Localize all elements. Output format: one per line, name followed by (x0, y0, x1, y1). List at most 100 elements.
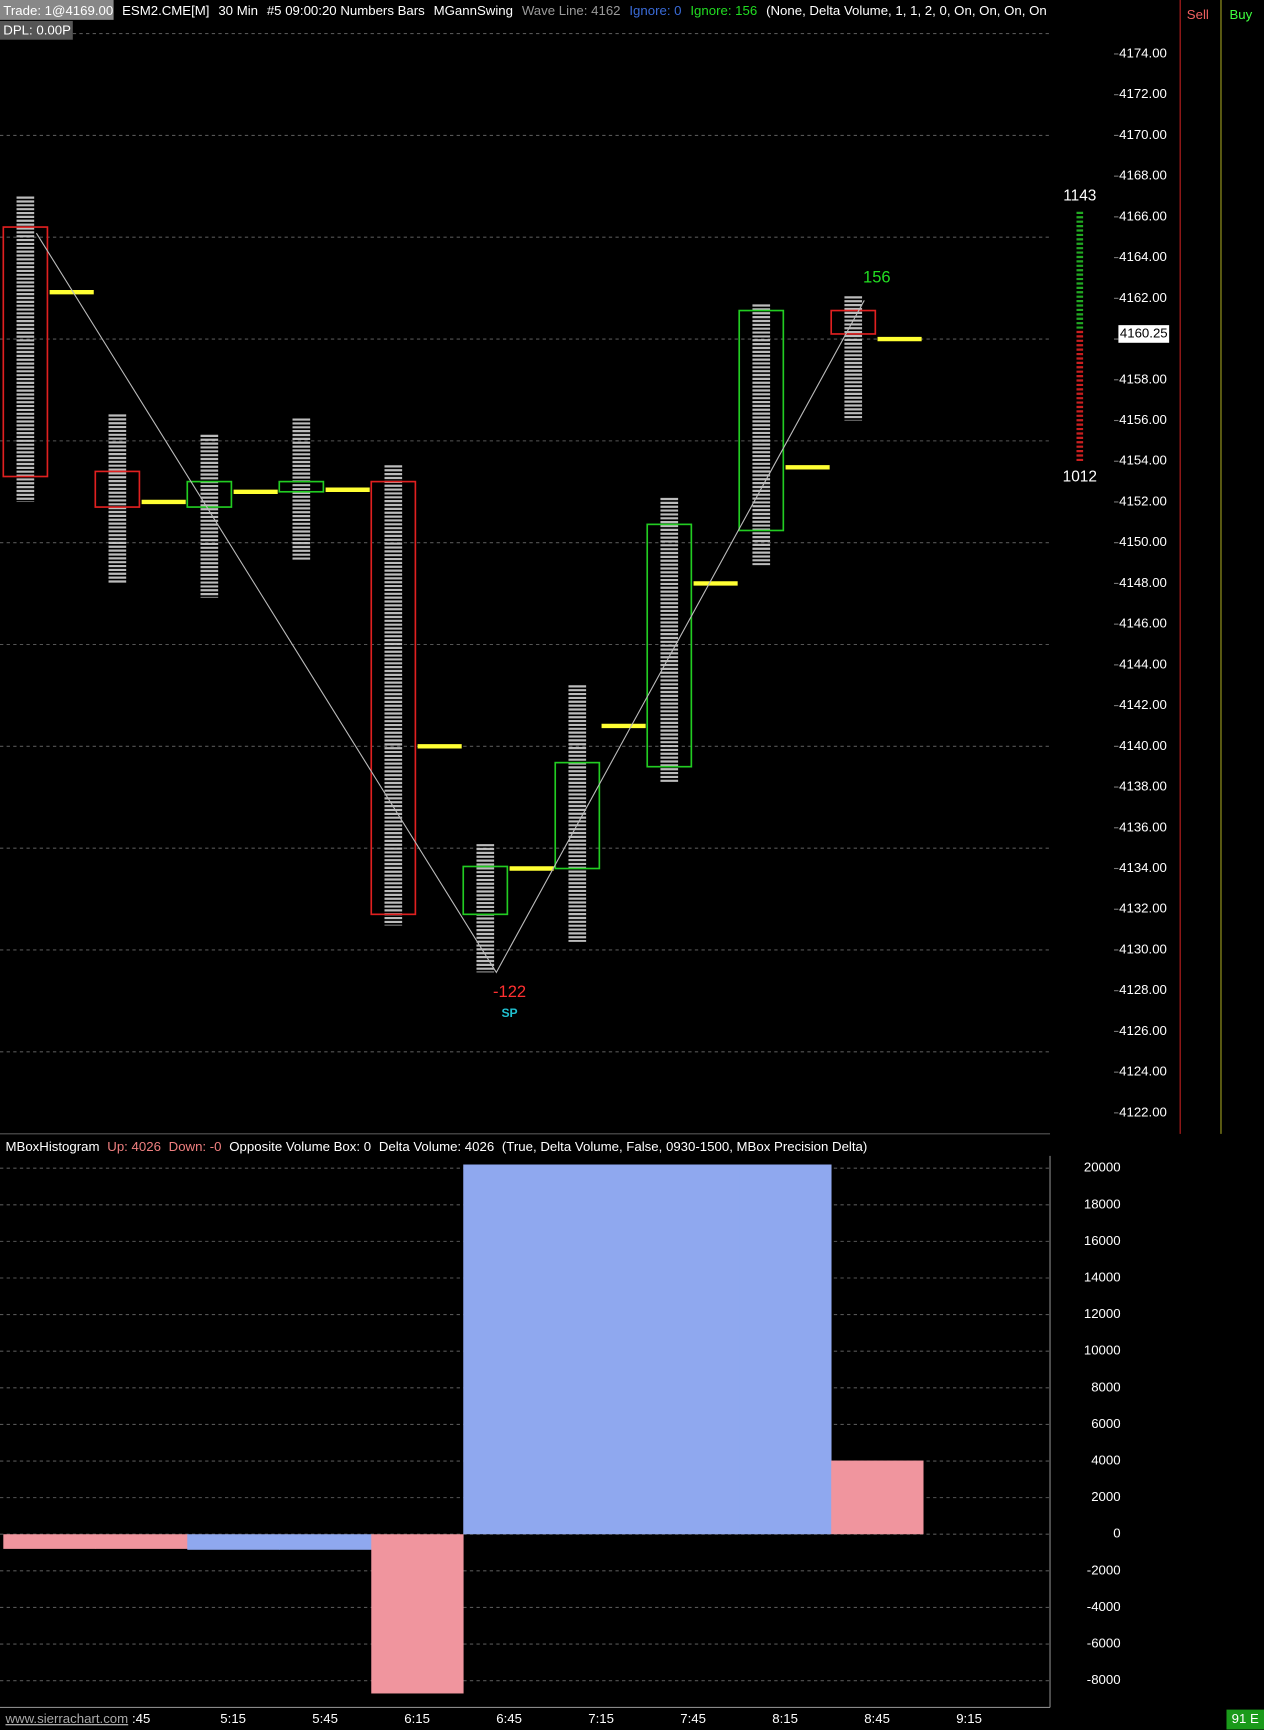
y-tick-label: 10000 (1084, 1343, 1121, 1358)
y-tick-label: 4140.00 (1119, 738, 1167, 753)
x-tick-label: 7:15 (588, 1711, 614, 1726)
y-tick-label: 4126.00 (1119, 1023, 1167, 1038)
dpl-label: DPL: 0.00P (3, 22, 71, 37)
y-tick-label: 12000 (1084, 1306, 1121, 1321)
y-tick-label: 4144.00 (1119, 656, 1167, 671)
bar-body (186, 480, 233, 508)
header-item: Trade: 1@4169.00 (3, 3, 113, 18)
y-tick-label: 4172.00 (1119, 86, 1167, 101)
y-tick-label: 4134.00 (1119, 860, 1167, 875)
y-tick-label: 4142.00 (1119, 697, 1167, 712)
bar-body (94, 470, 141, 508)
header-item: Up: 4026 (107, 1139, 161, 1154)
y-tick-label: 4158.00 (1119, 371, 1167, 386)
header-item: #5 09:00:20 Numbers Bars (267, 3, 425, 18)
y-tick-label: 4148.00 (1119, 575, 1167, 590)
annotation-low-delta: -122 (493, 982, 526, 1001)
watermark: www.sierrachart.com (5, 1711, 129, 1726)
bar-body (830, 309, 877, 335)
y-tick-label: -8000 (1087, 1672, 1121, 1687)
swing-line (35, 232, 865, 974)
bar-body (554, 761, 601, 870)
histogram-bar (3, 1534, 96, 1549)
x-tick-label: 8:45 (864, 1711, 890, 1726)
x-tick-label: :45 (132, 1711, 150, 1726)
y-tick-label: 4138.00 (1119, 779, 1167, 794)
y-tick-label: 16000 (1084, 1233, 1121, 1248)
header-item: (None, Delta Volume, 1, 1, 2, 0, On, On,… (766, 3, 1047, 18)
buy-label[interactable]: Buy (1229, 7, 1252, 22)
y-tick-label: 4164.00 (1119, 249, 1167, 264)
y-tick-label: -4000 (1087, 1599, 1121, 1614)
histogram-bar (371, 1534, 464, 1694)
x-tick-label: 8:15 (772, 1711, 798, 1726)
header-item: Wave Line: 4162 (522, 3, 621, 18)
y-tick-label: 0 (1113, 1526, 1120, 1541)
bar-body (646, 523, 693, 768)
bar-body (2, 226, 49, 478)
y-tick-label: 18000 (1084, 1196, 1121, 1211)
x-tick-label: 5:45 (312, 1711, 338, 1726)
header-item: (True, Delta Volume, False, 0930-1500, M… (502, 1139, 867, 1154)
bar-body (462, 865, 509, 916)
y-tick-label: 4150.00 (1119, 534, 1167, 549)
bar-body (278, 480, 325, 493)
x-tick-label: 6:15 (404, 1711, 430, 1726)
x-tick-label: 5:15 (220, 1711, 246, 1726)
y-tick-label: 4154.00 (1119, 453, 1167, 468)
y-tick-label: 4166.00 (1119, 208, 1167, 223)
y-tick-label: 4128.00 (1119, 982, 1167, 997)
y-tick-label: 4130.00 (1119, 941, 1167, 956)
y-tick-label: 4152.00 (1119, 493, 1167, 508)
y-tick-label: 4122.00 (1119, 1104, 1167, 1119)
header-item: Opposite Volume Box: 0 (229, 1139, 371, 1154)
y-tick-label: 4132.00 (1119, 901, 1167, 916)
y-tick-label: 4174.00 (1119, 45, 1167, 60)
status-box (1226, 1709, 1264, 1730)
histogram-bar (187, 1534, 280, 1550)
sell-label[interactable]: Sell (1187, 7, 1209, 22)
dpl-box (0, 20, 73, 40)
last-price-label: 4160.25 (1120, 325, 1168, 340)
x-tick-label: 7:45 (680, 1711, 706, 1726)
y-tick-label: 6000 (1091, 1416, 1120, 1431)
y-tick-label: 4136.00 (1119, 819, 1167, 834)
y-tick-label: 4168.00 (1119, 168, 1167, 183)
header-item: MBoxHistogram (6, 1139, 100, 1154)
x-tick-label: 6:45 (496, 1711, 522, 1726)
annotation-lower: 1012 (1063, 469, 1097, 486)
header-item: 30 Min (218, 3, 258, 18)
bar-body (370, 480, 417, 916)
y-tick-label: 8000 (1091, 1379, 1120, 1394)
header-item: ESM2.CME[M] (122, 3, 209, 18)
y-tick-label: 4000 (1091, 1453, 1120, 1468)
histogram-bar (555, 1164, 648, 1535)
x-tick-label: 9:15 (956, 1711, 982, 1726)
header-item: MGannSwing (434, 3, 513, 18)
y-tick-label: 14000 (1084, 1269, 1121, 1284)
histogram-bar (95, 1534, 188, 1549)
histogram-title: MBoxHistogram Up: 4026 Down: -0 Opposite Vo… (6, 1139, 868, 1154)
marks-layer: 4160.25 (2, 196, 1170, 1694)
header-item: Delta Volume: 4026 (379, 1139, 494, 1154)
header: Trade: 1@4169.00 ESM2.CME[M] 30 Min #5 09:0… (3, 3, 1046, 18)
last-price-box (1118, 325, 1170, 343)
annotation-upper: 1143 (1063, 187, 1096, 204)
histogram-bar (647, 1164, 740, 1535)
histogram-bar (739, 1164, 832, 1535)
histogram-bar (831, 1460, 924, 1535)
histogram-bar (279, 1534, 372, 1550)
header-item: Ignore: 156 (690, 3, 757, 18)
y-tick-label: 4170.00 (1119, 127, 1167, 142)
y-tick-label: 4156.00 (1119, 412, 1167, 427)
y-tick-label: -6000 (1087, 1636, 1121, 1651)
y-tick-label: 4162.00 (1119, 290, 1167, 305)
trade-box (0, 0, 114, 20)
status-label: 91 E (1232, 1711, 1259, 1726)
histogram-bar (463, 1164, 556, 1535)
swing-label: SP (501, 1006, 517, 1020)
y-tick-label: 4146.00 (1119, 616, 1167, 631)
header-item: Down: -0 (169, 1139, 222, 1154)
